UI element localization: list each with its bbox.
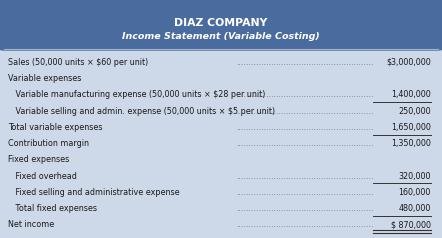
- Text: .......................................................: ........................................…: [236, 123, 373, 132]
- Text: Income Statement (Variable Costing): Income Statement (Variable Costing): [122, 32, 320, 41]
- Text: Net income: Net income: [8, 220, 54, 229]
- Text: 1,650,000: 1,650,000: [391, 123, 431, 132]
- Text: 1,350,000: 1,350,000: [391, 139, 431, 148]
- Text: .......................................................: ........................................…: [236, 90, 373, 99]
- Text: .......................................................: ........................................…: [236, 188, 373, 197]
- Text: Contribution margin: Contribution margin: [8, 139, 89, 148]
- Text: Total variable expenses: Total variable expenses: [8, 123, 103, 132]
- Text: .......................................................: ........................................…: [236, 107, 373, 116]
- Text: Total fixed expenses: Total fixed expenses: [8, 204, 97, 213]
- Text: $3,000,000: $3,000,000: [386, 58, 431, 67]
- Text: .......................................................: ........................................…: [236, 172, 373, 181]
- Text: Fixed expenses: Fixed expenses: [8, 155, 69, 164]
- Text: Fixed selling and administrative expense: Fixed selling and administrative expense: [8, 188, 179, 197]
- FancyBboxPatch shape: [5, 25, 437, 46]
- Text: DIAZ COMPANY: DIAZ COMPANY: [174, 18, 268, 28]
- Text: 1,400,000: 1,400,000: [391, 90, 431, 99]
- Text: .......................................................: ........................................…: [236, 220, 373, 229]
- Text: Variable selling and admin. expense (50,000 units × $5 per unit): Variable selling and admin. expense (50,…: [8, 107, 275, 116]
- FancyBboxPatch shape: [0, 0, 442, 51]
- Text: Variable expenses: Variable expenses: [8, 74, 81, 83]
- Text: $ 870,000: $ 870,000: [391, 220, 431, 229]
- Text: Variable manufacturing expense (50,000 units × $28 per unit): Variable manufacturing expense (50,000 u…: [8, 90, 265, 99]
- Text: Fixed overhead: Fixed overhead: [8, 172, 77, 181]
- Text: 160,000: 160,000: [399, 188, 431, 197]
- Text: 250,000: 250,000: [398, 107, 431, 116]
- Text: .......................................................: ........................................…: [236, 204, 373, 213]
- Text: .......................................................: ........................................…: [236, 139, 373, 148]
- Text: Sales (50,000 units × $60 per unit): Sales (50,000 units × $60 per unit): [8, 58, 148, 67]
- Text: 480,000: 480,000: [399, 204, 431, 213]
- Text: 320,000: 320,000: [398, 172, 431, 181]
- Text: .......................................................: ........................................…: [236, 58, 373, 67]
